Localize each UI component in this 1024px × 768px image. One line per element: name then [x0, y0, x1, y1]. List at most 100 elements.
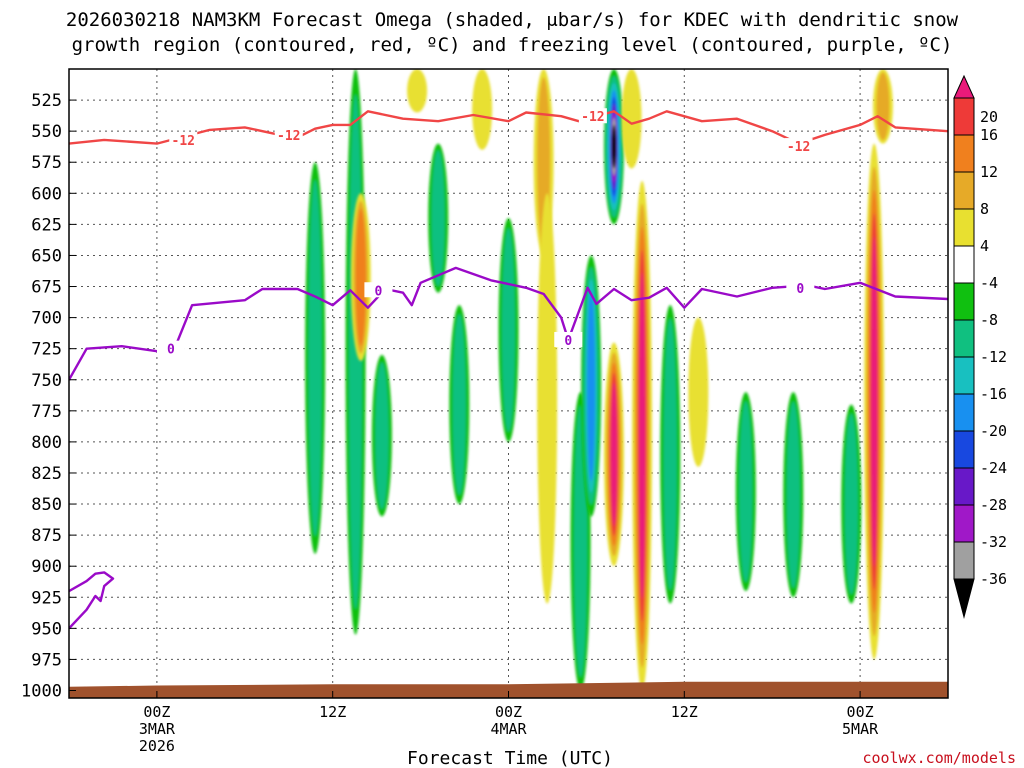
- y-tick-label: 1000: [21, 682, 62, 702]
- omega-feature: [688, 317, 709, 467]
- colorbar-box: [953, 171, 975, 210]
- colorbar-box: [953, 356, 975, 395]
- colorbar-label: 8: [980, 200, 989, 218]
- omega-contour-fill: [688, 317, 709, 467]
- y-tick-label: 850: [31, 495, 62, 515]
- omega-feature: [735, 392, 756, 592]
- colorbar-label: 4: [980, 237, 989, 255]
- colorbar-box: [953, 467, 975, 506]
- y-tick-label: 600: [31, 184, 62, 204]
- contour-label: -12: [581, 110, 604, 125]
- omega-feature: [428, 143, 449, 293]
- x-tick-label: 12Z: [319, 703, 346, 721]
- contour-label-bg: [784, 138, 813, 154]
- x-axis-title: Forecast Time (UTC): [407, 748, 613, 768]
- omega-contour-fill: [375, 362, 389, 510]
- omega-feature: [603, 342, 624, 567]
- contour-label-bg: [156, 340, 185, 356]
- contour-label: 0: [564, 334, 572, 349]
- terrain-surface: [69, 681, 948, 698]
- omega-feature: [472, 69, 493, 150]
- omega-contour-fill: [587, 290, 596, 482]
- contour-label-bg: [274, 126, 303, 142]
- x-tick-date: 4MAR: [490, 720, 527, 738]
- y-tick-label: 950: [31, 619, 62, 639]
- colorbar-box: [953, 97, 975, 136]
- colorbar-label: 16: [980, 126, 998, 144]
- colorbar-box: [953, 393, 975, 432]
- omega-contour-fill: [431, 150, 445, 287]
- omega-contour-fill: [663, 318, 677, 591]
- colorbar-box: [953, 541, 975, 580]
- x-tick-label: 12Z: [671, 703, 698, 721]
- contour-label: -12: [787, 140, 810, 155]
- omega-contour-fill: [621, 69, 642, 169]
- chart-title-line2: growth region (contoured, red, ºC) and f…: [72, 34, 953, 56]
- colorbar-box: [953, 282, 975, 321]
- omega-feature: [537, 193, 558, 604]
- x-tick-label: 00Z: [847, 703, 874, 721]
- colorbar-box: [953, 208, 975, 247]
- omega-contour-fill: [610, 382, 618, 526]
- contour-line: [69, 266, 948, 381]
- omega-contour-fill: [638, 272, 646, 599]
- colorbar-label: -4: [980, 274, 998, 292]
- colorbar-bottom-arrow: [953, 578, 975, 619]
- x-tick-date: 3MAR: [139, 720, 176, 738]
- omega-contour-fill: [355, 208, 366, 347]
- contour-label: -12: [277, 129, 300, 144]
- contour-lines: -12 -12 -12 -12 0 0 0 0: [69, 108, 948, 630]
- colorbar-label: 12: [980, 163, 998, 181]
- y-tick-label: 650: [31, 246, 62, 266]
- colorbar-label: -8: [980, 311, 998, 329]
- colorbar-top-arrow: [953, 74, 975, 99]
- contour-line: [69, 571, 115, 630]
- omega-contour-fill: [308, 179, 322, 537]
- colorbar-label: 20: [980, 108, 998, 126]
- y-tick-label: 675: [31, 278, 62, 298]
- y-tick-label: 975: [31, 650, 62, 670]
- y-axis-ticks: 525 550 575 600 625 650 675 700 725 750 775 800 825 8…: [21, 91, 76, 702]
- omega-contour-fill: [844, 413, 858, 595]
- y-tick-label: 900: [31, 557, 62, 577]
- omega-contour-fill: [876, 72, 890, 141]
- omega-feature: [305, 162, 326, 554]
- omega-feature: [407, 69, 428, 113]
- y-tick-label: 825: [31, 464, 62, 484]
- omega-contour-fill: [472, 69, 493, 150]
- colorbar-label: -32: [980, 533, 1007, 551]
- omega-feature: [581, 255, 602, 517]
- omega-feature: [864, 143, 885, 660]
- x-tick-year: 2026: [139, 737, 175, 755]
- omega-contour-fill: [407, 69, 428, 113]
- omega-feature: [603, 69, 624, 225]
- omega-contour-fill: [739, 401, 753, 583]
- y-tick-label: 800: [31, 433, 62, 453]
- omega-contour-fill: [871, 236, 878, 567]
- y-tick-label: 725: [31, 340, 62, 360]
- contour-label: -12: [172, 134, 195, 149]
- omega-contour-fill: [611, 124, 617, 169]
- colorbar-box: [953, 319, 975, 358]
- colorbar-label: -16: [980, 385, 1007, 403]
- credit-text: coolwx.com/models: [862, 749, 1016, 767]
- colorbar-box: [953, 430, 975, 469]
- omega-contour-fill: [501, 228, 516, 432]
- contour-label-bg: [169, 131, 198, 147]
- omega-feature: [621, 69, 642, 169]
- omega-contour-fill: [537, 193, 558, 604]
- omega-feature: [872, 69, 893, 144]
- colorbar-label: -24: [980, 459, 1007, 477]
- omega-feature: [371, 354, 392, 517]
- omega-feature: [783, 392, 804, 598]
- y-tick-label: 525: [31, 91, 62, 111]
- colorbar-box: [953, 134, 975, 173]
- colorbar-box: [953, 504, 975, 543]
- y-tick-label: 775: [31, 402, 62, 422]
- terrain-layer: [69, 681, 948, 698]
- omega-feature: [660, 305, 681, 604]
- contour-label: 0: [374, 284, 382, 299]
- colorbar-box: [953, 245, 975, 284]
